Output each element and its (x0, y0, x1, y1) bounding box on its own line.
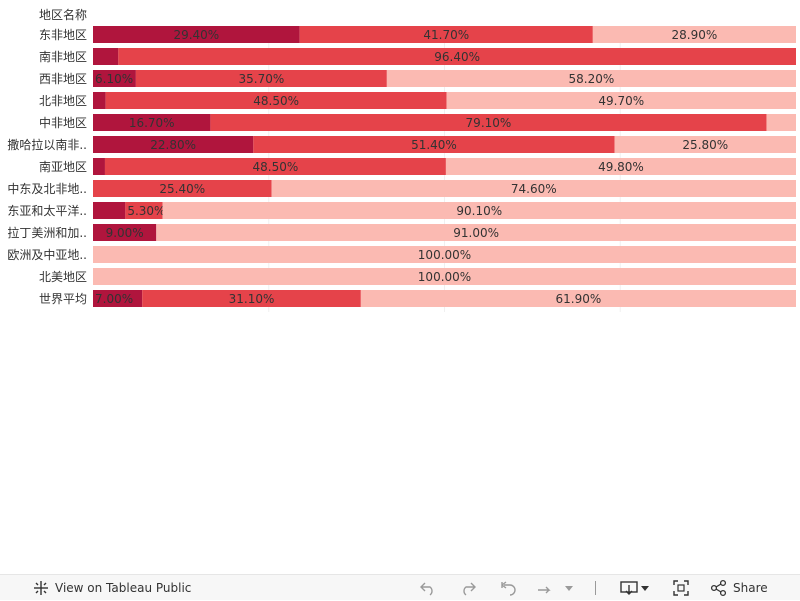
fullscreen-button[interactable] (670, 579, 692, 597)
category-label: 中非地区 (39, 115, 87, 130)
bar-segment (93, 158, 105, 175)
bar-segment (125, 202, 163, 219)
undo-button[interactable] (418, 579, 438, 597)
bar-segment (210, 114, 767, 131)
share-button[interactable]: Share (710, 575, 768, 601)
category-label: 撒哈拉以南非.. (7, 137, 87, 152)
data-label: 48.50% (253, 94, 299, 108)
share-label: Share (733, 581, 768, 595)
column-header: 地区名称 (39, 7, 87, 22)
category-label: 南非地区 (39, 49, 87, 64)
bar-segment (93, 48, 119, 65)
bar-segment (445, 158, 796, 175)
bar-segment (93, 224, 157, 241)
share-icon (710, 579, 727, 597)
tableau-logo-icon (34, 581, 48, 595)
bar-segment (135, 70, 387, 87)
data-label: 31.10% (229, 292, 275, 306)
revert-button[interactable] (498, 579, 518, 597)
refresh-icon (538, 586, 551, 594)
bar-segment (271, 180, 796, 197)
bar-segment (93, 180, 272, 197)
data-label: 49.80% (598, 160, 644, 174)
data-label: 90.10% (456, 204, 502, 218)
data-label: 25.40% (159, 182, 205, 196)
bar-segment (93, 290, 143, 307)
bar-segment (253, 136, 615, 153)
bar-segment (104, 158, 446, 175)
bar-segment (592, 26, 796, 43)
bar-segment (93, 70, 136, 87)
data-label: 7.00% (95, 292, 133, 306)
bar-segment (118, 48, 797, 65)
download-button[interactable] (618, 579, 652, 597)
data-label: 61.90% (556, 292, 602, 306)
undo-icon (420, 582, 433, 596)
data-label: 28.90% (672, 28, 718, 42)
bar-segment (105, 92, 447, 109)
category-label: 南亚地区 (39, 159, 87, 174)
category-label: 西非地区 (39, 72, 87, 86)
bar-segment (299, 26, 593, 43)
bar-segment (93, 114, 211, 131)
data-label: 5.30% (127, 204, 165, 218)
data-label: 49.70% (598, 94, 644, 108)
bar-segment (93, 92, 106, 109)
category-label: 欧洲及中亚地.. (7, 247, 87, 262)
redo-button[interactable] (458, 579, 478, 597)
bar-segment (93, 246, 796, 263)
data-label: 22.80% (150, 138, 196, 152)
toolbar-separator (595, 581, 596, 595)
data-label: 51.40% (411, 138, 457, 152)
bar-segment (446, 92, 796, 109)
data-label: 6.10% (95, 72, 133, 86)
bar-segment (142, 290, 361, 307)
bar-segment (162, 202, 797, 219)
tableau-toolbar: View on Tableau Public (0, 574, 800, 600)
data-label: 100.00% (418, 270, 471, 284)
category-label: 中东及北非地.. (7, 181, 87, 196)
bar-segment (360, 290, 796, 307)
view-on-tableau-label: View on Tableau Public (55, 581, 192, 595)
data-label: 48.50% (253, 160, 299, 174)
bar-segment (93, 26, 300, 43)
bar-segment (93, 202, 126, 219)
data-label: 74.60% (511, 182, 557, 196)
view-on-tableau-link[interactable]: View on Tableau Public (32, 575, 191, 601)
data-label: 25.80% (682, 138, 728, 152)
data-label: 100.00% (418, 248, 471, 262)
data-label: 35.70% (238, 72, 284, 86)
refresh-dropdown[interactable] (562, 579, 576, 597)
fullscreen-icon (673, 580, 689, 596)
redo-icon (463, 582, 476, 596)
refresh-button[interactable] (534, 579, 554, 597)
data-label: 79.10% (466, 116, 512, 130)
data-label: 41.70% (423, 28, 469, 42)
data-label: 91.00% (453, 226, 499, 240)
bar-segment (93, 136, 254, 153)
category-label: 世界平均 (39, 292, 87, 306)
bar-segment (766, 114, 796, 131)
data-label: 16.70% (129, 116, 175, 130)
data-label: 9.00% (106, 226, 144, 240)
data-label: 29.40% (173, 28, 219, 42)
revert-icon (501, 581, 516, 596)
dropdown-arrow-icon (565, 586, 573, 591)
bar-segment (386, 70, 796, 87)
download-icon (620, 581, 649, 595)
category-label: 东亚和太平洋.. (7, 203, 87, 218)
data-label: 96.40% (434, 50, 480, 64)
category-label: 东非地区 (39, 28, 87, 42)
bar-segment (156, 224, 796, 241)
data-label: 58.20% (569, 72, 615, 86)
category-label: 北非地区 (39, 94, 87, 108)
category-label: 拉丁美洲和加.. (7, 225, 87, 240)
bar-segment (93, 268, 796, 285)
category-label: 北美地区 (39, 270, 87, 284)
bar-segment (614, 136, 796, 153)
